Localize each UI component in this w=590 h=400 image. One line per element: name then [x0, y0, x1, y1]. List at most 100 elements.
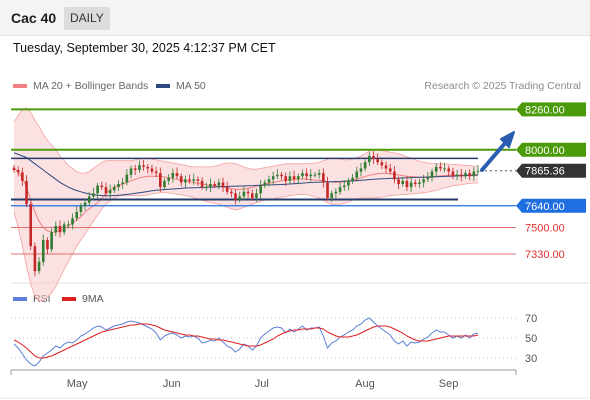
candle-body	[422, 179, 425, 183]
candle-body	[154, 171, 158, 174]
candle-body	[401, 180, 405, 184]
candle-body	[242, 191, 246, 197]
candle-body	[338, 187, 342, 192]
candle-body	[368, 156, 371, 163]
candle-body	[388, 168, 392, 172]
legend-9ma: 9MA	[62, 293, 104, 305]
candle-body	[372, 156, 375, 160]
candle-body	[171, 173, 175, 178]
candle-body	[204, 187, 208, 189]
level-label-bg-0	[516, 102, 586, 117]
candle-body	[351, 177, 354, 181]
candle-body	[159, 173, 162, 188]
candle-body	[464, 173, 467, 177]
candle-body	[79, 205, 83, 212]
level-label-4: 7500.00	[525, 223, 565, 235]
candle-body	[292, 176, 296, 180]
candle-body	[330, 193, 333, 198]
candle-body	[405, 180, 409, 188]
candle-body	[96, 185, 99, 194]
candle-body	[29, 204, 33, 247]
candle-body	[83, 202, 87, 206]
candle-body	[472, 171, 476, 177]
legend-9ma-label: 9MA	[82, 293, 104, 305]
candle-body	[439, 166, 442, 169]
ma50-line	[13, 152, 479, 197]
candle-body	[347, 180, 350, 186]
candle-body	[359, 168, 363, 172]
candle-body	[184, 179, 187, 183]
candle-body	[196, 179, 200, 181]
candle-body	[37, 261, 41, 272]
candle-body	[263, 182, 267, 186]
candle-body	[225, 187, 229, 192]
candle-body	[234, 193, 237, 200]
candle-body	[250, 193, 254, 198]
month-label-jun: Jun	[163, 378, 181, 390]
candle-body	[238, 196, 242, 200]
candle-body	[150, 168, 154, 172]
month-label-aug: Aug	[355, 378, 375, 390]
timestamp: Tuesday, September 30, 2025 4:12:37 PM C…	[13, 41, 276, 55]
legend-ma50-label: MA 50	[176, 80, 206, 92]
candle-body	[313, 174, 317, 176]
candle-body	[309, 174, 313, 177]
candle-body	[12, 167, 16, 170]
candle-body	[108, 190, 112, 194]
candle-body	[58, 226, 62, 233]
candle-body	[413, 182, 417, 184]
rsi-line	[13, 317, 479, 367]
bollinger-lower-line	[13, 182, 479, 302]
candle-body	[100, 185, 104, 188]
period-button[interactable]: DAILY	[64, 7, 110, 30]
candle-body	[230, 191, 233, 194]
forecast-arrow-head	[500, 131, 515, 148]
level-label-5: 7330.00	[525, 249, 565, 261]
rsi-tick-label-50: 50	[525, 333, 537, 345]
candle-body	[255, 193, 258, 198]
candle-body	[455, 174, 459, 177]
candle-body	[121, 182, 124, 184]
candle-body	[284, 176, 288, 181]
candle-body	[355, 171, 359, 178]
candle-body	[113, 187, 116, 191]
candle-body	[75, 212, 79, 219]
candle-body	[221, 182, 225, 188]
legend-ma50: MA 50	[156, 80, 206, 92]
legend-ma20: MA 20 + Bollinger Bands	[13, 80, 148, 92]
forecast-arrow-shaft	[480, 140, 508, 172]
month-label-jul: Jul	[255, 378, 269, 390]
candle-body	[146, 166, 150, 169]
month-label-may: May	[67, 378, 88, 390]
candle-body	[288, 176, 292, 181]
candle-body	[301, 173, 304, 177]
candle-body	[209, 184, 212, 188]
candle-body	[21, 172, 24, 181]
ma20-swatch	[13, 84, 27, 88]
candle-body	[67, 224, 70, 226]
candle-body	[213, 184, 216, 186]
rsi-tick-label-70: 70	[525, 313, 537, 325]
candle-body	[175, 173, 179, 177]
candle-body	[296, 176, 300, 180]
candle-body	[104, 187, 108, 194]
candle-body	[259, 185, 262, 194]
candle-body	[342, 185, 346, 188]
candle-body	[476, 170, 480, 172]
candle-body	[62, 224, 66, 233]
candle-body	[25, 180, 28, 205]
candle-body	[125, 174, 129, 183]
candle-body	[280, 174, 283, 177]
ma9-swatch	[62, 297, 76, 301]
candle-body	[117, 184, 120, 188]
candle-body	[393, 171, 396, 180]
copyright: Research © 2025 Trading Central	[424, 80, 581, 92]
candle-body	[33, 246, 37, 272]
candle-body	[276, 174, 279, 177]
level-label-bg-1	[516, 142, 586, 157]
candle-body	[317, 173, 321, 175]
bollinger-band-area	[14, 107, 478, 301]
ma50-swatch	[156, 84, 170, 88]
level-label-3: 7640.00	[525, 201, 565, 213]
